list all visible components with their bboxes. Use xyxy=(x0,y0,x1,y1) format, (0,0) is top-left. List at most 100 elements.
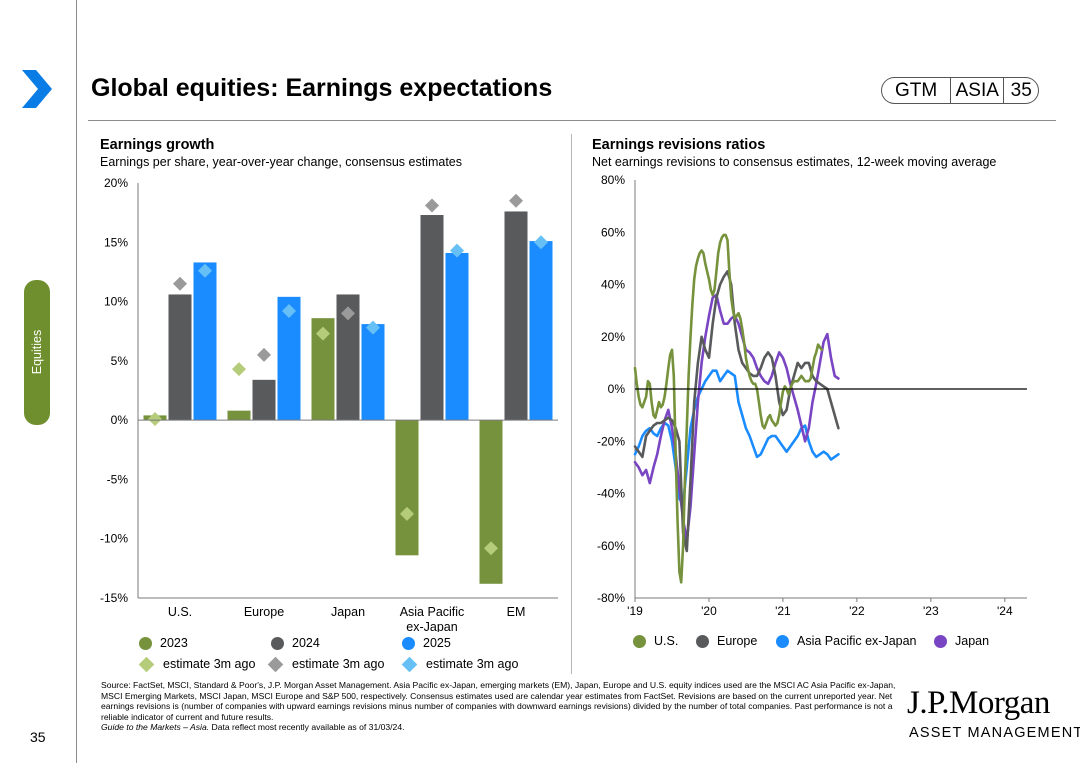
left-panel-subtitle: Earnings per share, year-over-year chang… xyxy=(100,155,462,169)
y-tick-label: -40% xyxy=(597,487,625,501)
x-tick-label: '19 xyxy=(627,604,643,618)
estimate-marker-0-0 xyxy=(148,411,162,426)
legend-europe-swatch xyxy=(696,634,709,648)
y-tick-label: -10% xyxy=(100,532,128,546)
legend-2023-swatch xyxy=(139,636,152,650)
bar-2025-3 xyxy=(445,252,469,421)
right-panel-title: Earnings revisions ratios xyxy=(592,137,766,153)
legend-asia-label: Asia Pacific ex-Japan xyxy=(797,634,917,648)
region-label: ASIA xyxy=(951,78,1005,103)
bar-2023-4 xyxy=(479,420,503,584)
chevron-icon xyxy=(22,70,52,108)
estimate-marker-1-1 xyxy=(257,347,271,362)
series-line-u-s- xyxy=(633,233,824,584)
legend-us: U.S. xyxy=(633,634,678,648)
x-tick-label: '21 xyxy=(775,604,791,618)
y-tick-label: 20% xyxy=(104,176,128,190)
x-tick-label: '20 xyxy=(701,604,717,618)
right-panel-subtitle: Net earnings revisions to consensus esti… xyxy=(592,155,997,169)
section-tab-label: Equities xyxy=(30,329,44,375)
left-panel-title: Earnings growth xyxy=(100,137,215,153)
estimate-marker-2-3 xyxy=(450,243,464,258)
bar-2024-2 xyxy=(336,294,360,421)
category-label: Europe xyxy=(244,605,284,619)
gtm-badge: GTM ASIA 35 xyxy=(881,77,1039,104)
footnote-source: Source: FactSet, MSCI, Standard & Poor's… xyxy=(101,680,896,722)
legend-asia-swatch xyxy=(776,634,789,648)
footnote-guide-date: Data reflect most recently available as … xyxy=(209,722,405,733)
y-tick-label: -60% xyxy=(597,539,625,553)
y-tick-label: 10% xyxy=(104,295,128,309)
legend-asia: Asia Pacific ex-Japan xyxy=(776,634,917,648)
bar-2025-1 xyxy=(277,296,301,421)
legend-us-swatch xyxy=(633,634,646,648)
header-page-number: 35 xyxy=(1010,79,1032,101)
category-label: ex-Japan xyxy=(406,620,457,632)
legend-estimate-2025-label: estimate 3m ago xyxy=(426,657,519,671)
legend-estimate-2024-swatch xyxy=(267,656,284,672)
legend-estimate-2023-label: estimate 3m ago xyxy=(163,657,256,671)
legend-japan-swatch xyxy=(934,634,947,648)
earnings-growth-chart: 20% 15% 10% 5% 0% -5% -10% -15% U.S. Europe Japan A… xyxy=(100,176,558,632)
estimate-marker-0-4 xyxy=(484,541,498,556)
estimate-marker-0-3 xyxy=(400,506,414,521)
y-tick-label: -15% xyxy=(100,591,128,605)
legend-estimate-2023: estimate 3m ago xyxy=(138,656,256,672)
y-tick-label: -20% xyxy=(597,434,625,448)
bar-2025-0 xyxy=(193,262,217,421)
footnote-guide-title: Guide to the Markets – Asia. xyxy=(101,722,210,733)
source-footnote: Source: FactSet, MSCI, Standard & Poor's… xyxy=(101,680,899,733)
estimate-marker-2-1 xyxy=(282,304,296,319)
legend-japan: Japan xyxy=(934,634,989,648)
bar-2025-4 xyxy=(529,241,553,421)
estimate-marker-2-4 xyxy=(534,235,548,250)
series-line-japan xyxy=(633,293,840,542)
series-line-europe xyxy=(633,270,840,553)
footer-page-number: 35 xyxy=(30,729,46,745)
y-tick-label: 40% xyxy=(601,278,625,292)
y-tick-label: 20% xyxy=(601,330,625,344)
legend-2024-label: 2024 xyxy=(292,636,320,650)
bar-2024-0 xyxy=(168,294,192,421)
legend-estimate-2024-label: estimate 3m ago xyxy=(292,657,385,671)
y-tick-label: -80% xyxy=(597,591,625,605)
legend-europe: Europe xyxy=(696,634,757,648)
estimate-marker-0-1 xyxy=(232,362,246,377)
estimate-marker-2-2 xyxy=(366,320,380,335)
legend-japan-label: Japan xyxy=(955,634,990,648)
category-label: EM xyxy=(507,605,526,619)
bar-2025-2 xyxy=(361,324,385,421)
jpmorgan-logo-name: J.P.Morgan xyxy=(907,685,1050,721)
bar-2024-3 xyxy=(420,215,444,421)
bar-2023-3 xyxy=(395,420,419,556)
estimate-marker-1-4 xyxy=(509,193,523,208)
bar-2024-4 xyxy=(504,211,528,421)
bar-2024-1 xyxy=(252,379,276,421)
page-title: Global equities: Earnings expectations xyxy=(91,74,553,102)
y-tick-label: -5% xyxy=(107,472,129,486)
estimate-marker-1-2 xyxy=(341,306,355,321)
legend-2023: 2023 xyxy=(139,636,188,650)
section-tab[interactable] xyxy=(24,280,50,425)
panel-divider xyxy=(571,134,572,674)
header-divider xyxy=(88,120,1056,121)
x-tick-label: '22 xyxy=(849,604,865,618)
category-label: U.S. xyxy=(168,605,192,619)
legend-2025-swatch xyxy=(402,636,415,650)
x-tick-label: '24 xyxy=(997,604,1013,618)
y-tick-label: 15% xyxy=(104,235,128,249)
estimate-marker-1-0 xyxy=(173,276,187,291)
y-tick-label: 60% xyxy=(601,225,625,239)
category-label: Asia Pacific xyxy=(400,605,465,619)
y-tick-label: 0% xyxy=(608,382,626,396)
legend-estimate-2023-swatch xyxy=(138,656,155,672)
legend-2023-label: 2023 xyxy=(160,636,188,650)
legend-estimate-2025: estimate 3m ago xyxy=(401,656,519,672)
legend-2024-swatch xyxy=(271,636,284,650)
gtm-label: GTM xyxy=(882,78,952,103)
category-label: Japan xyxy=(331,605,365,619)
legend-2025-label: 2025 xyxy=(423,636,451,650)
x-tick-label: '23 xyxy=(923,604,939,618)
earnings-revisions-chart: 80% 60% 40% 20% 0% -20% -40% -60% -80%'19 '20 '21 '… xyxy=(597,173,1027,618)
left-margin-line xyxy=(76,0,77,763)
